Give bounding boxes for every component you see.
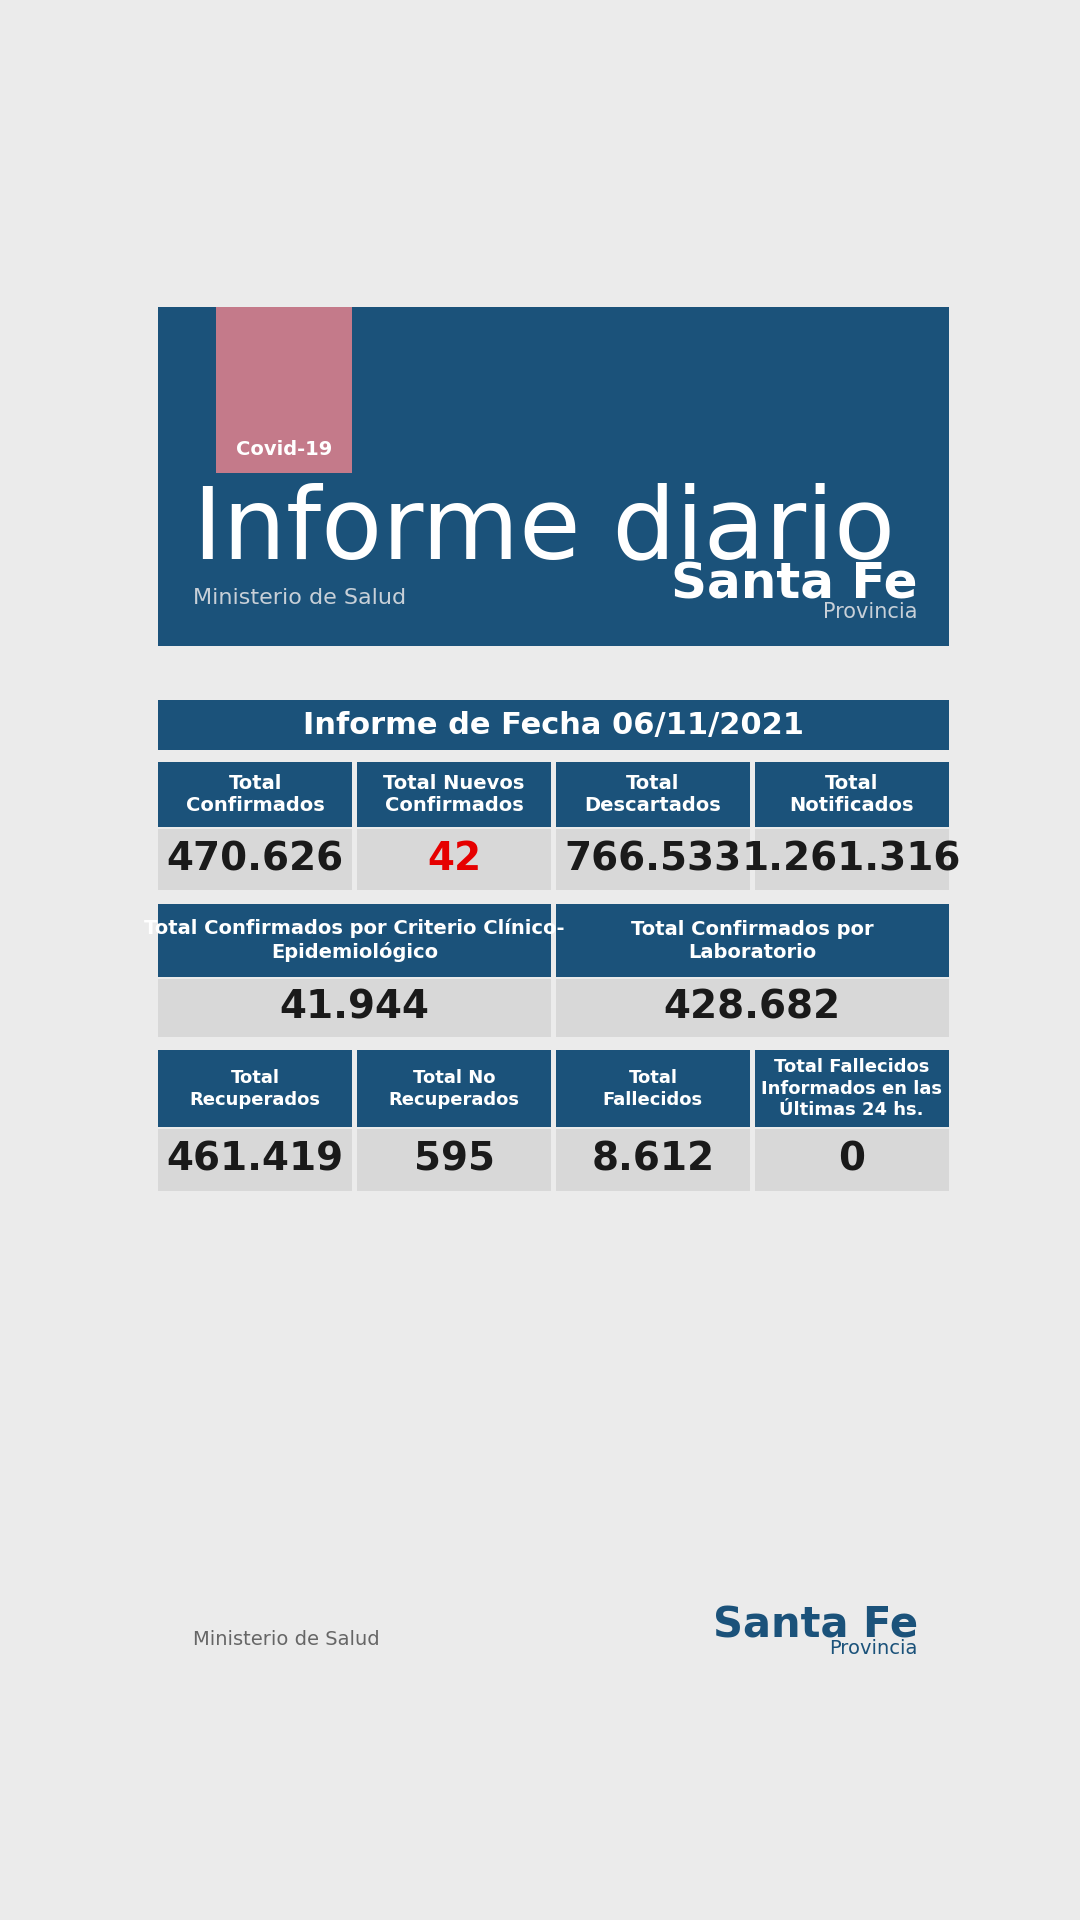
Text: Total Nuevos
Confirmados: Total Nuevos Confirmados <box>383 774 525 816</box>
Text: Ministerio de Salud: Ministerio de Salud <box>193 1630 380 1649</box>
FancyBboxPatch shape <box>556 1050 750 1127</box>
Text: 766.533: 766.533 <box>564 841 742 879</box>
Text: Covid-19: Covid-19 <box>237 440 333 459</box>
Text: Total
Notificados: Total Notificados <box>789 774 914 816</box>
FancyBboxPatch shape <box>216 307 352 472</box>
Text: 470.626: 470.626 <box>166 841 343 879</box>
Text: Informe diario: Informe diario <box>193 482 895 580</box>
Text: 1.261.316: 1.261.316 <box>742 841 961 879</box>
Text: 595: 595 <box>414 1140 495 1179</box>
Text: Total
Recuperados: Total Recuperados <box>190 1069 321 1108</box>
FancyBboxPatch shape <box>159 307 948 647</box>
FancyBboxPatch shape <box>755 1050 948 1127</box>
FancyBboxPatch shape <box>556 1129 750 1190</box>
Text: 42: 42 <box>427 841 482 879</box>
Text: Total
Confirmados: Total Confirmados <box>186 774 325 816</box>
FancyBboxPatch shape <box>357 1129 551 1190</box>
Text: Santa Fe: Santa Fe <box>713 1605 918 1647</box>
FancyBboxPatch shape <box>755 762 948 828</box>
Text: Total Confirmados por Criterio Clínico-
Epidemiológico: Total Confirmados por Criterio Clínico- … <box>145 920 565 962</box>
FancyBboxPatch shape <box>556 904 948 977</box>
FancyBboxPatch shape <box>357 1050 551 1127</box>
FancyBboxPatch shape <box>556 829 750 891</box>
Text: Total No
Recuperados: Total No Recuperados <box>389 1069 519 1108</box>
FancyBboxPatch shape <box>159 701 948 751</box>
Text: 428.682: 428.682 <box>664 989 841 1027</box>
Text: Informe de Fecha 06/11/2021: Informe de Fecha 06/11/2021 <box>303 710 804 739</box>
FancyBboxPatch shape <box>159 1050 352 1127</box>
FancyBboxPatch shape <box>755 829 948 891</box>
Text: Provincia: Provincia <box>823 601 918 622</box>
FancyBboxPatch shape <box>556 979 948 1037</box>
FancyBboxPatch shape <box>159 829 352 891</box>
Text: 0: 0 <box>838 1140 865 1179</box>
Text: Ministerio de Salud: Ministerio de Salud <box>193 588 406 609</box>
FancyBboxPatch shape <box>159 1129 352 1190</box>
FancyBboxPatch shape <box>159 904 551 977</box>
FancyBboxPatch shape <box>556 762 750 828</box>
Text: Total Fallecidos
Informados en las
Últimas 24 hs.: Total Fallecidos Informados en las Últim… <box>761 1058 942 1119</box>
Text: Santa Fe: Santa Fe <box>672 561 918 609</box>
FancyBboxPatch shape <box>159 762 352 828</box>
Text: 41.944: 41.944 <box>280 989 430 1027</box>
Text: Provincia: Provincia <box>829 1640 918 1659</box>
FancyBboxPatch shape <box>755 1129 948 1190</box>
Text: 8.612: 8.612 <box>592 1140 715 1179</box>
Text: Total Confirmados por
Laboratorio: Total Confirmados por Laboratorio <box>631 920 874 962</box>
FancyBboxPatch shape <box>357 829 551 891</box>
FancyBboxPatch shape <box>357 762 551 828</box>
Text: Total
Descartados: Total Descartados <box>584 774 721 816</box>
Text: Total
Fallecidos: Total Fallecidos <box>603 1069 703 1108</box>
Text: 461.419: 461.419 <box>166 1140 343 1179</box>
FancyBboxPatch shape <box>159 979 551 1037</box>
